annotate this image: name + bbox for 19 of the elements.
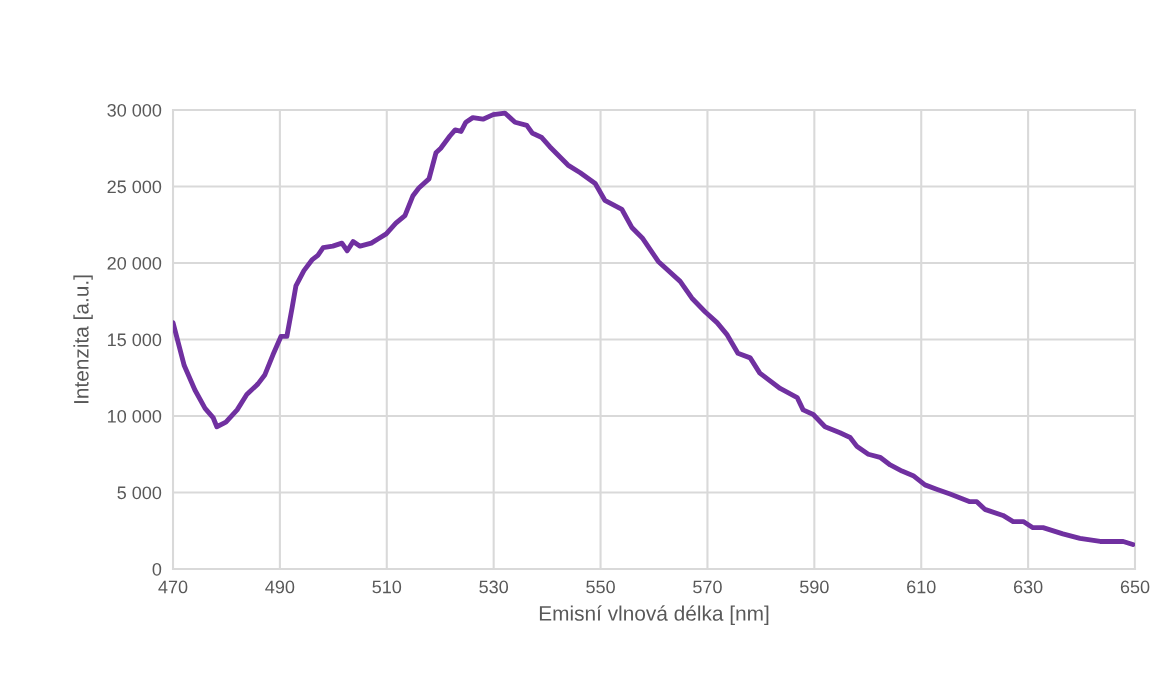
y-tick-label: 30 000 [107,103,162,117]
y-tick-label: 0 [152,562,162,576]
x-axis-title: Emisní vlnová délka [nm] [539,605,769,625]
x-tick-label: 490 [265,580,295,594]
x-tick-label: 510 [372,580,402,594]
x-tick-label: 570 [693,580,722,594]
y-tick-label: 25 000 [107,180,162,194]
x-tick-label: 550 [586,580,615,594]
x-tick-label: 590 [799,580,829,594]
x-tick-label: 470 [158,580,188,594]
y-axis-title: Intenzita [a.u.] [73,275,93,404]
x-tick-label: 530 [479,580,509,594]
y-tick-label: 5 000 [117,486,162,500]
x-tick-label: 630 [1013,580,1043,594]
x-tick-label: 610 [907,580,936,594]
x-tick-label: 650 [1120,580,1150,594]
y-tick-label: 20 000 [107,256,162,270]
y-tick-label: 15 000 [108,333,162,347]
y-tick-label: 10 000 [108,409,162,423]
